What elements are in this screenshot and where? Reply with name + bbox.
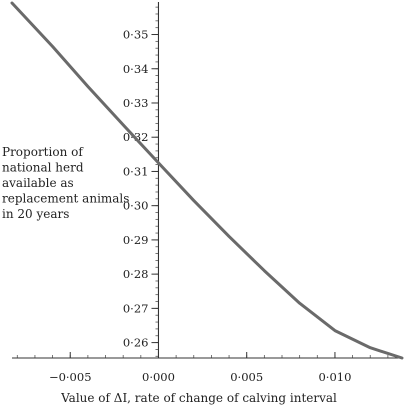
x-ticks: −0·005 0·000 0·005 0·010 [49,352,351,384]
y-tick-label: 0·34 [123,62,149,76]
y-tick-label: 0·33 [123,96,149,110]
y-tick-label: 0·31 [123,164,149,178]
y-axis-label: Proportion of national herd available as re… [2,145,129,221]
y-ticks: 0·260·270·280·290·300·310·320·330·340·35 [123,28,159,350]
y-tick-label: 0·26 [123,336,149,350]
y-tick-label: 0·30 [123,199,149,213]
y-tick-label: 0·27 [123,301,149,315]
y-tick-label: 0·35 [123,28,149,42]
x-tick-label: 0·005 [230,370,263,384]
x-tick-label: 0·010 [318,370,351,384]
y-tick-label: 0·28 [123,267,149,281]
x-tick-label: 0·000 [142,370,175,384]
y-tick-label: 0·29 [123,233,149,247]
x-axis-label: Value of ΔI, rate of change of calving i… [60,391,337,405]
series-line [10,1,404,360]
x-tick-label: −0·005 [49,370,92,384]
